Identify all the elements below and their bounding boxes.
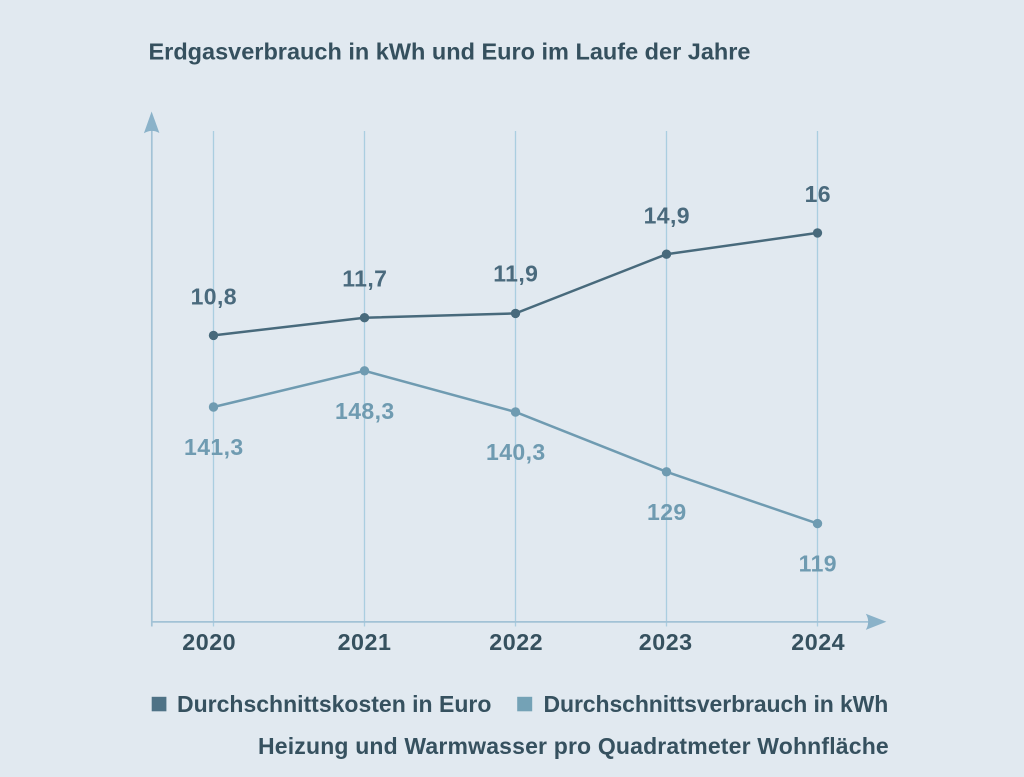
svg-text:2020: 2020 [182, 629, 236, 655]
svg-text:Durchschnittsverbrauch in kWh: Durchschnittsverbrauch in kWh [544, 691, 889, 717]
svg-text:Erdgasverbrauch in kWh und Eur: Erdgasverbrauch in kWh und Euro im Laufe… [149, 39, 751, 65]
svg-text:2024: 2024 [791, 629, 845, 655]
svg-text:14,9: 14,9 [644, 203, 690, 229]
svg-text:141,3: 141,3 [184, 434, 244, 460]
svg-text:Heizung und Warmwasser pro Qua: Heizung und Warmwasser pro Quadratmeter … [258, 733, 889, 759]
svg-text:10,8: 10,8 [191, 283, 237, 309]
svg-text:2022: 2022 [489, 629, 543, 655]
svg-text:140,3: 140,3 [486, 439, 546, 465]
svg-text:119: 119 [799, 551, 837, 577]
svg-text:Durchschnittskosten in Euro: Durchschnittskosten in Euro [177, 691, 491, 717]
svg-text:129: 129 [647, 499, 687, 525]
svg-text:2023: 2023 [639, 629, 693, 655]
svg-text:11,9: 11,9 [493, 261, 538, 287]
svg-text:16: 16 [805, 181, 831, 207]
svg-text:2021: 2021 [338, 629, 392, 655]
svg-text:11,7: 11,7 [342, 266, 387, 292]
svg-text:148,3: 148,3 [335, 398, 395, 424]
